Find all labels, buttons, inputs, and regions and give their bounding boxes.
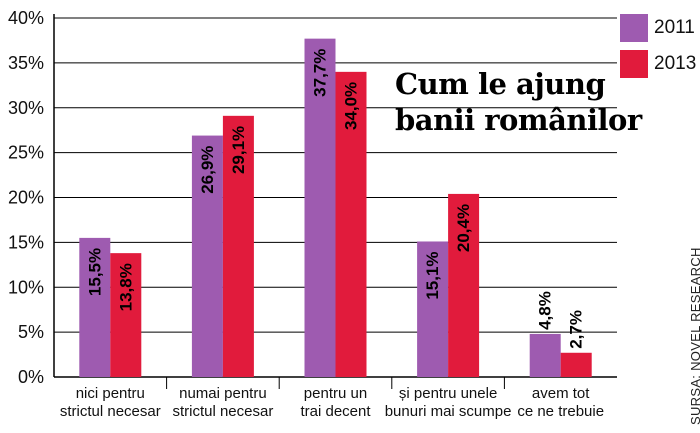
x-tick-label: și pentru unele [399,385,497,402]
data-label: 29,1% [229,126,248,174]
bar-2013-4 [560,352,592,377]
bar-2013-0 [110,253,142,377]
y-tick-label: 5% [18,322,44,342]
data-label: 2,7% [567,310,586,349]
y-tick-label: 35% [8,53,44,73]
data-label: 34,0% [342,82,361,130]
bar-2011-0 [79,237,111,377]
data-label: 4,8% [536,291,555,330]
y-tick-label: 10% [8,277,44,297]
chart-title-line-2: banii românilor [395,103,642,137]
data-label: 20,4% [454,204,473,252]
y-tick-label: 20% [8,188,44,208]
bar-2011-4 [529,333,561,377]
data-label: 15,1% [423,251,442,299]
y-tick-label: 0% [18,367,44,387]
data-label: 26,9% [198,146,217,194]
bar-2011-2 [304,38,336,378]
y-tick-label: 15% [8,232,44,252]
x-tick-label: numai pentru [179,385,267,402]
x-tick-label: avem tot [532,385,590,402]
legend-item-2011: 2011 [620,10,698,46]
bar-2013-2 [335,71,367,377]
legend: 2011 2013 [620,10,698,82]
y-tick-label: 40% [8,8,44,28]
data-label: 37,7% [311,49,330,97]
y-tick-label: 30% [8,98,44,118]
bar-2013-1 [222,115,254,377]
chart-title-line-1: Cum le ajung [395,67,606,101]
x-tick-label: trai decent [300,403,371,420]
legend-swatch-2011 [620,14,648,42]
y-tick-label: 25% [8,143,44,163]
legend-swatch-2013 [620,50,648,78]
source-note: SURSA: NOVEL RESEARCH [688,247,700,425]
x-tick-label: pentru un [304,385,367,402]
data-label: 15,5% [85,248,104,296]
bar-2013-3 [448,193,480,377]
bar-2011-1 [191,135,223,377]
legend-label-2013: 2013 [654,53,697,74]
x-tick-label: nici pentru [76,385,145,402]
x-tick-label: strictul necesar [172,403,273,420]
x-tick-label: ce ne trebuie [517,403,604,420]
legend-label-2011: 2011 [654,17,695,38]
chart-title: Cum le ajung banii românilor [395,66,642,138]
legend-item-2013: 2013 [620,46,698,82]
x-tick-label: bunuri mai scumpe [385,403,512,420]
bar-2011-3 [417,241,449,377]
x-tick-label: strictul necesar [60,403,161,420]
data-label: 13,8% [116,263,135,311]
